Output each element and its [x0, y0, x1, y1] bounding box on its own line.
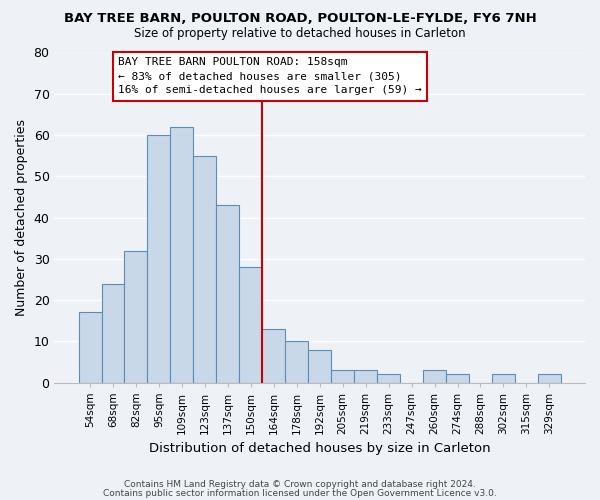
Bar — [79, 312, 101, 382]
Bar — [262, 329, 285, 382]
Bar — [492, 374, 515, 382]
Bar — [170, 127, 193, 382]
Bar — [308, 350, 331, 382]
X-axis label: Distribution of detached houses by size in Carleton: Distribution of detached houses by size … — [149, 442, 491, 455]
Bar — [193, 156, 217, 382]
Bar — [354, 370, 377, 382]
Bar — [124, 250, 148, 382]
Text: BAY TREE BARN POULTON ROAD: 158sqm
← 83% of detached houses are smaller (305)
16: BAY TREE BARN POULTON ROAD: 158sqm ← 83%… — [118, 58, 422, 96]
Text: Size of property relative to detached houses in Carleton: Size of property relative to detached ho… — [134, 28, 466, 40]
Bar — [285, 342, 308, 382]
Bar — [538, 374, 561, 382]
Bar — [377, 374, 400, 382]
Text: Contains public sector information licensed under the Open Government Licence v3: Contains public sector information licen… — [103, 489, 497, 498]
Bar — [446, 374, 469, 382]
Bar — [239, 267, 262, 382]
Bar — [423, 370, 446, 382]
Text: Contains HM Land Registry data © Crown copyright and database right 2024.: Contains HM Land Registry data © Crown c… — [124, 480, 476, 489]
Bar — [148, 135, 170, 382]
Y-axis label: Number of detached properties: Number of detached properties — [15, 119, 28, 316]
Text: BAY TREE BARN, POULTON ROAD, POULTON-LE-FYLDE, FY6 7NH: BAY TREE BARN, POULTON ROAD, POULTON-LE-… — [64, 12, 536, 26]
Bar — [217, 205, 239, 382]
Bar — [101, 284, 124, 382]
Bar — [331, 370, 354, 382]
